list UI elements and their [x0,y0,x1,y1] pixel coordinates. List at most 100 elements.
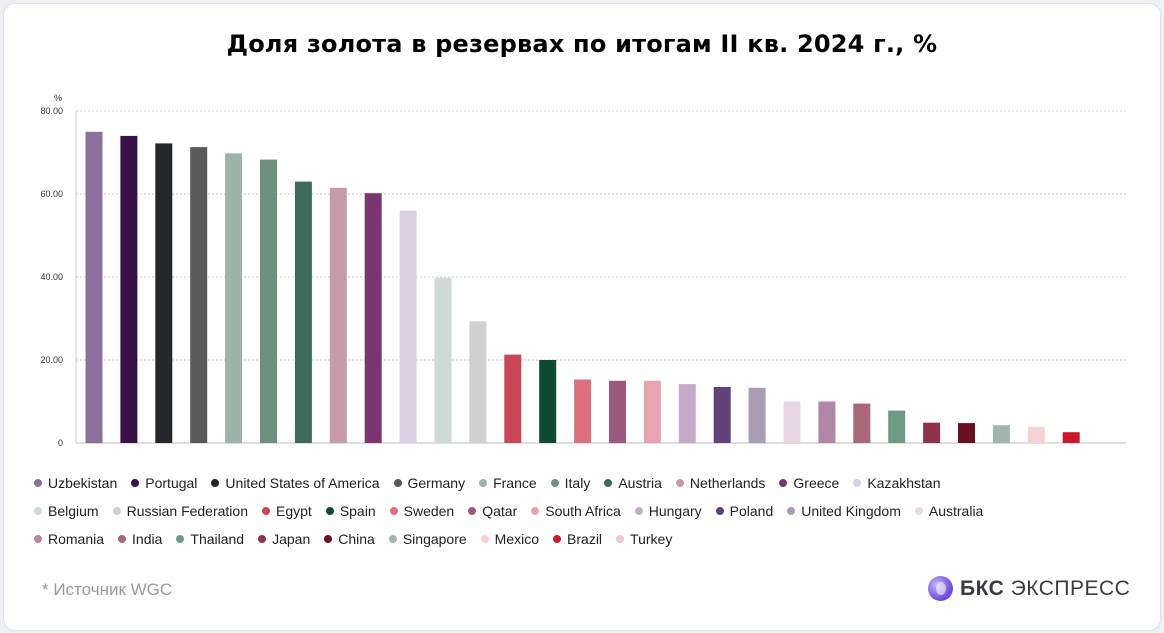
legend-label: Egypt [276,503,312,519]
bar-egypt[interactable] [504,354,522,443]
bar-russian-federation[interactable] [469,321,487,443]
bar-brazil[interactable] [1062,432,1080,443]
chart-legend: Uzbekistan Portugal United States of Ameri… [34,474,1144,558]
legend-swatch [34,507,42,515]
legend-label: Portugal [145,475,198,491]
bar-qatar[interactable] [609,380,626,444]
legend-label: Belgium [48,503,99,519]
legend-item[interactable]: Russian Federation [112,503,248,519]
bar-kazakhstan[interactable] [399,210,417,443]
bar-france[interactable] [225,153,243,444]
bar-united-states-of-america[interactable] [155,143,173,443]
legend-item[interactable]: Japan [258,531,310,547]
bar-china[interactable] [958,423,975,443]
legend-swatch [34,479,42,487]
bar-hungary[interactable] [678,384,696,443]
legend-swatch [675,479,684,487]
legend-swatch [634,507,643,515]
legend-item[interactable]: Uzbekistan [34,475,117,491]
bar-australia[interactable] [783,401,801,444]
legend-item[interactable]: Portugal [131,475,197,491]
bar-italy[interactable] [260,159,277,443]
legend-item[interactable]: France [479,475,537,491]
legend-item[interactable]: Austria [604,475,662,491]
legend-swatch [787,507,796,515]
bar-austria[interactable] [294,181,312,443]
legend-swatch [779,479,788,487]
legend-label: United Kingdom [801,503,901,519]
legend-label: Netherlands [689,475,766,491]
legend-item[interactable]: Thailand [176,531,244,547]
legend-item[interactable]: Turkey [616,531,672,547]
legend-swatch [553,535,562,543]
legend-item[interactable]: Romania [34,531,104,547]
bar-netherlands[interactable] [329,187,347,443]
legend-item[interactable]: Spain [325,503,376,519]
bar-chart: 80.00 60.00 40.00 20.00 0% [40,93,1126,448]
legend-label: Romania [48,531,105,547]
bar-portugal[interactable] [120,135,138,443]
legend-item[interactable]: Italy [550,475,590,491]
bar-india[interactable] [853,403,871,443]
legend-item[interactable]: Netherlands [675,475,766,491]
legend-swatch [262,507,270,515]
y-tick-label: 60.00 [40,189,63,199]
y-tick-label: 20.00 [40,355,63,365]
legend-item[interactable]: Egypt [262,503,312,519]
legend-item[interactable]: Poland [715,503,773,519]
legend-item[interactable]: Qatar [468,503,517,519]
legend-swatch [176,535,185,543]
bar-uzbekistan[interactable] [85,131,103,444]
legend-row: Romania India Thailand Japan China Singapore M… [34,530,1144,558]
legend-item[interactable]: Greece [779,475,839,491]
legend-item[interactable]: Hungary [634,503,702,519]
y-tick-label: 0 [58,438,63,448]
legend-label: Kazakhstan [867,475,941,491]
legend-label: Thailand [190,531,245,547]
legend-swatch [479,479,488,487]
legend-item[interactable]: Germany [393,475,465,491]
legend-label: United States of America [225,475,380,491]
bar-singapore[interactable] [992,425,1010,443]
legend-swatch [389,507,398,515]
legend-item[interactable]: Mexico [480,531,539,547]
bar-japan[interactable] [923,422,941,443]
bar-south-africa[interactable] [643,380,661,444]
legend-swatch [131,479,140,487]
bar-greece[interactable] [364,193,382,443]
legend-label: Brazil [567,531,603,547]
bar-sweden[interactable] [574,379,592,444]
bar-belgium[interactable] [434,277,452,443]
legend-swatch [550,479,559,487]
bar-spain[interactable] [539,360,557,443]
source-note: * Источник WGC [42,580,173,599]
legend-item[interactable]: United States of America [211,475,380,491]
legend-item[interactable]: United Kingdom [787,503,901,519]
legend-item[interactable]: South Africa [531,503,621,519]
legend-swatch [258,535,267,543]
legend-swatch [34,535,42,543]
legend-swatch [393,479,402,487]
legend-label: Sweden [403,503,455,519]
legend-item[interactable]: Australia [914,503,983,519]
bar-united-kingdom[interactable] [748,387,766,443]
legend-swatch [468,507,477,515]
legend-label: Greece [793,475,840,491]
legend-swatch [616,535,625,543]
legend-item[interactable]: China [324,531,375,547]
legend-label: Turkey [630,531,673,547]
legend-item[interactable]: India [118,531,162,547]
bar-thailand[interactable] [888,410,906,443]
bar-germany[interactable] [190,147,208,443]
legend-item[interactable]: Singapore [388,531,467,547]
bar-mexico[interactable] [1027,426,1045,443]
bar-romania[interactable] [818,401,836,444]
legend-item[interactable]: Kazakhstan [853,475,941,491]
legend-item[interactable]: Brazil [553,531,602,547]
bar-poland[interactable] [713,387,731,443]
legend-item[interactable]: Belgium [34,503,99,519]
brand-logo-icon [928,576,953,601]
y-axis-label: % [54,93,62,103]
legend-label: Austria [618,475,662,491]
legend-item[interactable]: Sweden [389,503,455,519]
